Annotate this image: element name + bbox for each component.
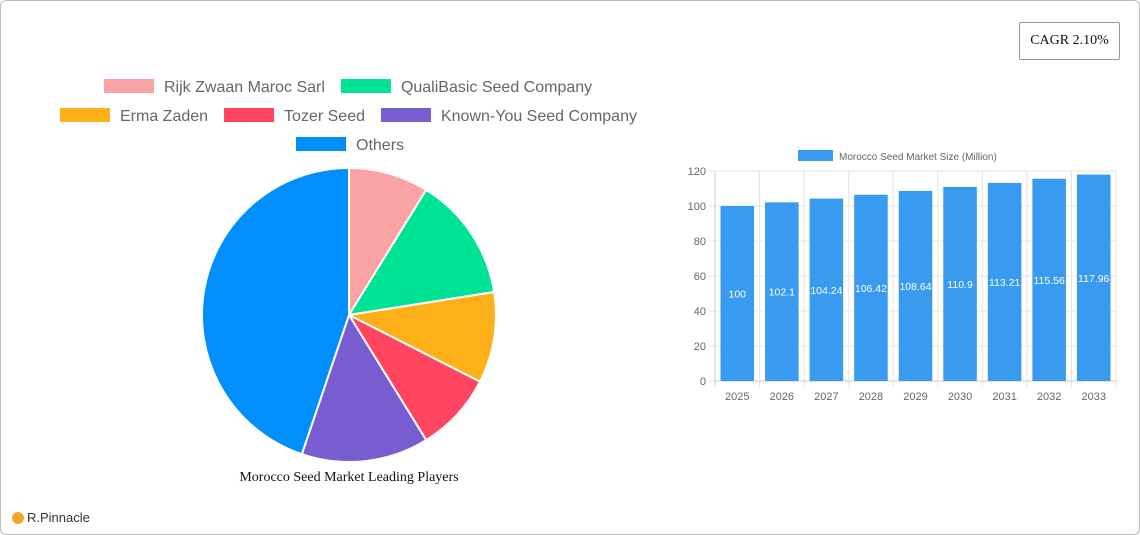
x-tick-label: 2027 bbox=[814, 391, 838, 403]
legend-swatch bbox=[296, 137, 346, 151]
bar bbox=[987, 182, 1022, 381]
bar-data-label: 117.96 bbox=[1078, 273, 1109, 285]
bar bbox=[809, 198, 844, 381]
pie-title: Morocco Seed Market Leading Players bbox=[239, 470, 458, 485]
bar-data-label: 106.42 bbox=[855, 283, 887, 295]
brand-name: R.Pinnacle bbox=[27, 510, 90, 525]
bar-data-label: 113.21 bbox=[989, 277, 1020, 289]
legend-swatch bbox=[60, 108, 110, 122]
bar-data-label: 104.24 bbox=[810, 285, 842, 297]
legend-label: Tozer Seed bbox=[284, 108, 365, 125]
bar bbox=[854, 194, 888, 381]
y-tick-label: 40 bbox=[694, 306, 706, 318]
bar bbox=[720, 206, 755, 381]
legend-swatch bbox=[798, 150, 833, 161]
y-tick-label: 60 bbox=[694, 271, 706, 283]
legend-label: Others bbox=[356, 137, 404, 154]
cagr-badge: CAGR 2.10% bbox=[1019, 22, 1120, 60]
x-tick-label: 2033 bbox=[1081, 391, 1105, 403]
legend-label: Known-You Seed Company bbox=[441, 108, 637, 125]
pie-slice bbox=[345, 290, 497, 384]
bar-data-label: 108.64 bbox=[899, 281, 931, 293]
x-tick-label: 2032 bbox=[1037, 391, 1061, 403]
pie-slice bbox=[347, 188, 496, 317]
x-tick-label: 2030 bbox=[948, 391, 972, 403]
bar bbox=[898, 190, 933, 381]
x-tick-label: 2031 bbox=[992, 391, 1016, 403]
legend-swatch bbox=[104, 79, 154, 93]
logo-icon bbox=[12, 511, 24, 524]
pie-slice bbox=[348, 166, 428, 319]
bar-data-label: 100 bbox=[729, 289, 747, 301]
y-tick-label: 120 bbox=[688, 166, 706, 178]
bar bbox=[765, 202, 799, 381]
y-tick-label: 80 bbox=[694, 236, 706, 248]
legend-label: Rijk Zwaan Maroc Sarl bbox=[164, 79, 325, 96]
leading-players-pie-chart: Rijk Zwaan Maroc Sarl QualiBasic Seed Com… bbox=[60, 79, 637, 485]
y-tick-label: 100 bbox=[688, 201, 706, 213]
x-tick-label: 2029 bbox=[903, 391, 927, 403]
bar bbox=[943, 186, 977, 381]
x-tick-label: 2028 bbox=[859, 391, 883, 403]
legend-label: Erma Zaden bbox=[120, 108, 208, 125]
x-tick-label: 2026 bbox=[770, 391, 794, 403]
legend-label: Morocco Seed Market Size (Million) bbox=[839, 152, 997, 163]
y-tick-label: 0 bbox=[700, 376, 706, 388]
x-tick-label: 2025 bbox=[725, 391, 749, 403]
legend-swatch bbox=[380, 108, 431, 122]
y-tick-label: 20 bbox=[694, 341, 706, 353]
pie-slice bbox=[300, 312, 428, 463]
legend-swatch bbox=[224, 108, 275, 122]
bar-data-label: 115.56 bbox=[1033, 275, 1064, 287]
legend-label: QualiBasic Seed Company bbox=[401, 79, 592, 96]
pie-slice bbox=[201, 166, 350, 456]
bar bbox=[1076, 174, 1111, 381]
legend-swatch bbox=[340, 79, 391, 93]
bar-data-label: 102.1 bbox=[769, 287, 795, 299]
bar-data-label: 110.9 bbox=[947, 279, 973, 291]
bar bbox=[1032, 178, 1066, 381]
brand-logo: R.Pinnacle bbox=[12, 510, 90, 525]
